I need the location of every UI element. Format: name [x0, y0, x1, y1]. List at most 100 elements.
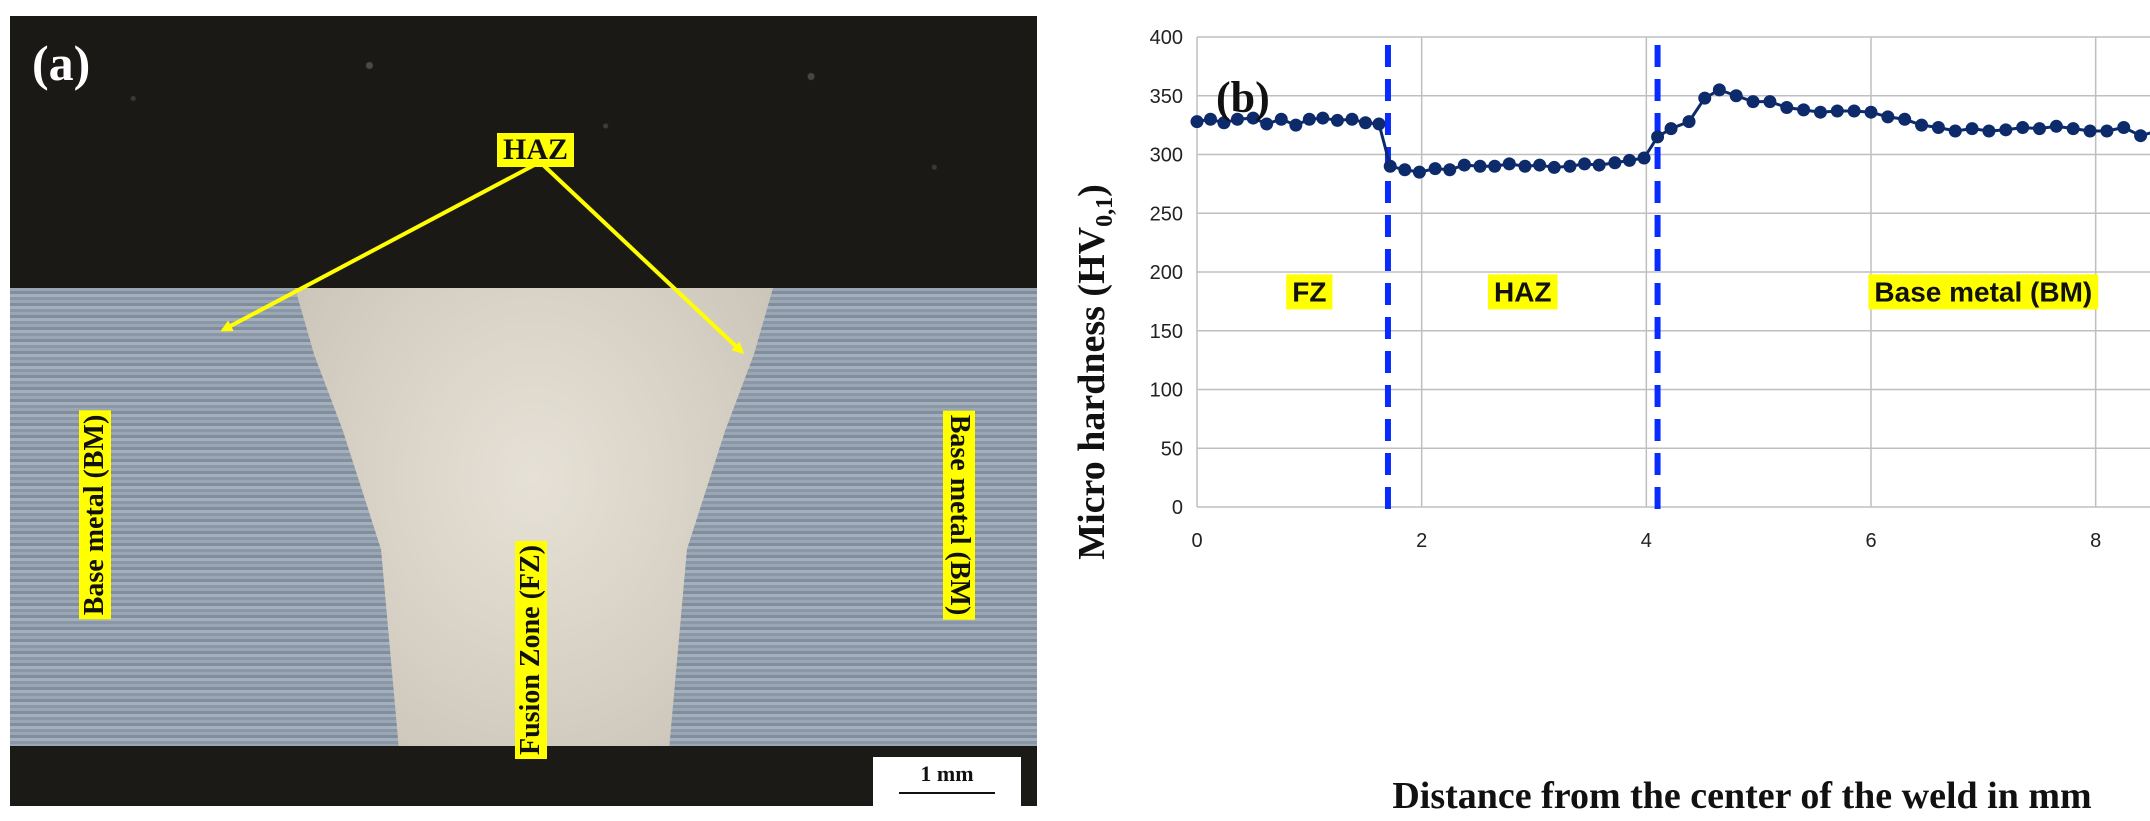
- y-tick-label: 100: [1150, 380, 1183, 402]
- data-point: [1698, 91, 1712, 105]
- zone-label-background: [1286, 274, 1333, 310]
- chart-ticks: 050100150200250300350400024681012: [1150, 27, 2102, 552]
- data-point: [1533, 158, 1547, 172]
- data-point: [1592, 158, 1606, 172]
- haz-arrow-right: [538, 160, 745, 355]
- data-point: [1830, 104, 1844, 118]
- x-tick-label: 6: [1865, 530, 1876, 552]
- data-point: [1797, 103, 1811, 117]
- data-point: [1289, 118, 1303, 132]
- data-point: [2100, 124, 2114, 138]
- data-point: [1518, 159, 1532, 173]
- data-point: [1813, 105, 1827, 119]
- data-point: [1372, 117, 1386, 131]
- data-point: [1428, 162, 1442, 176]
- data-point: [1302, 112, 1316, 126]
- x-tick-label: 2: [1416, 530, 1427, 552]
- y-axis-title: Micro hardness (HV0,1): [1071, 184, 1118, 560]
- zone-label-background: [1868, 274, 2099, 310]
- zone-label: HAZ: [1487, 274, 1558, 310]
- data-point: [1712, 83, 1726, 97]
- data-point: [1651, 130, 1665, 144]
- data-point: [1563, 159, 1577, 173]
- zone-labels: FZ HAZ Base metal (BM): [1286, 274, 2099, 310]
- zone-label-text: HAZ: [1494, 276, 1552, 307]
- data-point: [1637, 151, 1651, 165]
- x-tick-label: 8: [2090, 530, 2101, 552]
- x-tick-label: 0: [1191, 530, 1202, 552]
- scale-bar-label: 1 mm: [920, 761, 974, 786]
- data-point: [1359, 116, 1372, 130]
- data-point: [1898, 112, 1912, 126]
- data-point: [1398, 163, 1412, 177]
- haz-label: HAZ: [497, 133, 575, 167]
- zone-label-background: [1487, 274, 1558, 310]
- data-point: [1230, 112, 1244, 126]
- y-axis-title-main: Micro hardness (HV: [1071, 226, 1113, 559]
- data-point: [1746, 95, 1760, 109]
- zone-label-text: FZ: [1292, 276, 1326, 307]
- data-point: [1881, 110, 1895, 124]
- data-point: [1763, 95, 1777, 109]
- hardness-series: [1190, 83, 2150, 179]
- haz-arrows: [220, 160, 745, 355]
- hardness-chart: 050100150200250300350400024681012 FZHAZB…: [1071, 27, 2150, 817]
- data-point: [1260, 117, 1274, 131]
- data-point: [1190, 115, 1204, 129]
- y-tick-label: 250: [1150, 203, 1183, 225]
- data-point: [1682, 115, 1696, 129]
- zone-label: FZ: [1286, 274, 1333, 310]
- data-point: [2016, 120, 2030, 134]
- data-point: [1999, 123, 2013, 137]
- panel-b-label: (b): [1216, 73, 1270, 122]
- y-tick-label: 350: [1150, 86, 1183, 108]
- data-point: [1578, 157, 1592, 171]
- data-point: [1729, 89, 1743, 103]
- data-point: [1316, 111, 1330, 125]
- x-axis-title: Distance from the center of the weld in …: [1392, 775, 2091, 817]
- y-tick-label: 150: [1150, 321, 1183, 343]
- zone-boundaries: [1384, 45, 1661, 513]
- data-point: [2134, 129, 2148, 143]
- data-point: [1412, 165, 1426, 179]
- y-tick-label: 300: [1150, 145, 1183, 167]
- data-point: [1246, 111, 1260, 125]
- data-point: [1847, 104, 1861, 118]
- data-point: [1931, 120, 1945, 134]
- y-tick-label: 400: [1150, 27, 1183, 49]
- data-point: [1965, 122, 1979, 136]
- data-point: [1330, 113, 1344, 127]
- data-point: [1203, 112, 1217, 126]
- data-point: [1664, 122, 1678, 136]
- data-point: [1982, 124, 1996, 138]
- data-point: [2049, 119, 2063, 133]
- zone-label-text: Base metal (BM): [1874, 276, 2092, 307]
- y-tick-label: 50: [1161, 438, 1183, 460]
- data-point: [1608, 156, 1622, 170]
- haz-arrow-left: [220, 160, 541, 332]
- panel-a-label: (a): [32, 35, 91, 91]
- data-point: [2083, 124, 2097, 138]
- x-tick-label: 4: [1641, 530, 1652, 552]
- data-point: [2066, 122, 2080, 136]
- base-metal-right-label: Base metal (BM): [943, 410, 975, 620]
- data-point: [1502, 157, 1516, 171]
- y-axis-title-subscript: 0,1: [1092, 197, 1118, 227]
- scale-bar: 1 mm: [873, 757, 1021, 806]
- data-point: [1915, 118, 1929, 132]
- data-point: [1443, 163, 1457, 177]
- data-point: [1948, 124, 1962, 138]
- zone-label: Base metal (BM): [1868, 274, 2099, 310]
- fusion-zone-label: Fusion Zone (FZ): [515, 540, 547, 760]
- data-point: [1274, 112, 1288, 126]
- data-point: [1622, 153, 1636, 167]
- data-point: [2117, 120, 2131, 134]
- y-tick-label: 0: [1172, 497, 1183, 519]
- data-point: [1345, 112, 1359, 126]
- y-axis-title-close: ): [1071, 184, 1113, 197]
- data-point: [1383, 159, 1397, 173]
- data-point: [1217, 116, 1231, 130]
- data-point: [1473, 159, 1487, 173]
- data-point: [1780, 101, 1794, 114]
- y-tick-label: 200: [1150, 262, 1183, 284]
